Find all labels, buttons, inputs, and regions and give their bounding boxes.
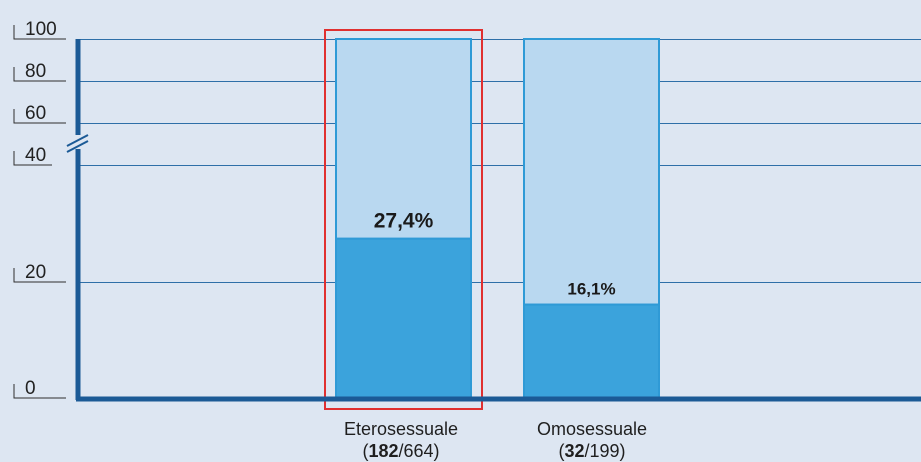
count-denominator: /199 (584, 441, 620, 461)
highlight-box (324, 29, 483, 410)
y-tick-label: 20 (25, 262, 46, 283)
y-tick-label: 100 (25, 19, 57, 40)
data-label: 27,4% (374, 210, 434, 233)
y-tick-mark (13, 67, 66, 82)
count-denominator: /664 (398, 441, 434, 461)
x-category-count: (182/664) (362, 441, 440, 461)
axis-break-gap (74, 135, 82, 149)
y-tick-label: 40 (25, 145, 46, 166)
y-tick-label: 0 (25, 378, 36, 399)
bar-value (335, 237, 472, 399)
x-category-name: Omosessuale (536, 419, 648, 439)
axis-break-mark (66, 134, 89, 147)
y-tick-label: 60 (25, 103, 46, 124)
x-category-name: Eterosessuale (343, 419, 459, 439)
bar-value (523, 303, 660, 399)
x-category-label-eterosessuale: Eterosessuale (182/664) (311, 418, 491, 462)
y-tick-mark (13, 25, 66, 40)
y-tick-label: 80 (25, 61, 46, 82)
data-label: 16,1% (567, 280, 615, 299)
count-numerator: 32 (564, 441, 585, 461)
axis-break-mark (66, 140, 89, 153)
y-tick-mark (13, 268, 66, 283)
x-category-count: (32/199) (558, 441, 626, 461)
count-numerator: 182 (368, 441, 399, 461)
y-tick-mark (13, 109, 66, 124)
y-tick-mark (13, 151, 52, 166)
x-category-label-omosessuale: Omosessuale (32/199) (502, 418, 682, 462)
bar-remainder (523, 38, 660, 306)
bar-remainder (335, 38, 472, 240)
y-tick-mark (13, 384, 66, 399)
